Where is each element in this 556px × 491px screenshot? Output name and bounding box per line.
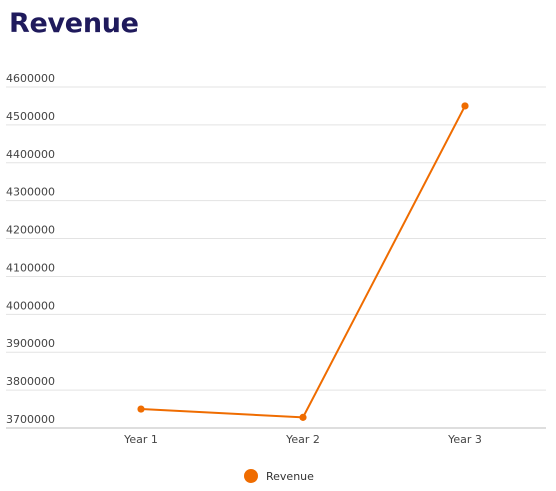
page-title: Revenue [9,8,139,39]
legend[interactable]: Revenue [244,469,314,483]
y-tick-label: 4500000 [6,110,55,123]
data-point-2[interactable] [299,413,307,421]
data-point-3[interactable] [461,102,469,110]
y-tick-label: 3800000 [6,375,55,388]
legend-label-revenue: Revenue [266,470,314,483]
y-axis-ticks: 3700000 3800000 3900000 4000000 4100000 42000… [6,72,55,426]
x-tick-label: Year 3 [447,433,482,446]
x-axis-ticks: Year 1 Year 2 Year 3 [123,433,482,446]
y-tick-label: 4100000 [6,261,55,274]
y-tick-label: 3700000 [6,413,55,426]
y-tick-label: 4200000 [6,224,55,237]
series-revenue [137,102,469,421]
legend-marker-revenue [244,469,258,483]
y-tick-label: 4600000 [6,72,55,85]
x-tick-label: Year 2 [285,433,320,446]
data-point-1[interactable] [137,405,145,413]
y-tick-label: 3900000 [6,337,55,350]
y-tick-label: 4400000 [6,148,55,161]
x-tick-label: Year 1 [123,433,158,446]
series-line-revenue [140,105,466,419]
grid-lines [6,86,546,429]
y-tick-label: 4000000 [6,299,55,312]
y-tick-label: 4300000 [6,186,55,199]
